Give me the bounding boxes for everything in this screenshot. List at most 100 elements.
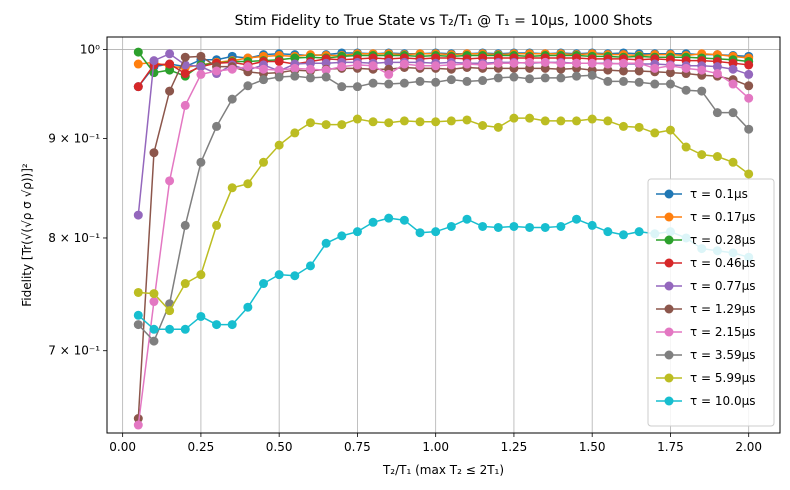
data-point (712, 152, 722, 162)
data-point (227, 320, 237, 330)
data-point (509, 72, 519, 82)
data-point (133, 210, 143, 220)
data-point (587, 58, 597, 68)
data-point (243, 302, 253, 312)
data-point (227, 183, 237, 193)
data-point (540, 116, 550, 126)
data-point (243, 81, 253, 91)
data-point (399, 78, 409, 88)
data-point (227, 94, 237, 104)
data-point (196, 62, 206, 72)
data-point (274, 140, 284, 150)
data-point (180, 220, 190, 230)
data-point (728, 108, 738, 118)
x-tick-label: 1.50 (579, 440, 606, 454)
data-point (305, 261, 315, 271)
data-point (540, 222, 550, 232)
x-tick-label: 1.25 (501, 440, 528, 454)
legend-swatch-marker (664, 327, 674, 337)
series-line (137, 51, 749, 78)
data-point (337, 120, 347, 130)
data-point (681, 85, 691, 95)
data-point (196, 311, 206, 321)
series-line (137, 217, 749, 331)
data-point (305, 64, 315, 74)
legend-item: τ = 0.1μs (656, 187, 748, 201)
data-point (384, 118, 394, 128)
data-point (618, 58, 628, 68)
data-point (446, 60, 456, 70)
legend-label: τ = 2.15μs (690, 325, 756, 339)
data-point (478, 121, 488, 130)
legend-swatch-marker (664, 258, 674, 268)
data-point (728, 79, 738, 89)
x-tick-label: 0.50 (266, 440, 293, 454)
data-point (728, 64, 738, 74)
data-point (399, 59, 409, 69)
data-point (697, 65, 707, 75)
data-point (321, 72, 331, 82)
data-point (259, 279, 269, 289)
data-point (540, 73, 550, 83)
legend-swatch-marker (664, 281, 674, 291)
data-point (556, 221, 566, 231)
data-point (212, 220, 222, 230)
data-point (634, 77, 644, 87)
series-line (137, 55, 749, 419)
data-point (212, 66, 222, 76)
legend-item: τ = 2.15μs (656, 325, 756, 339)
data-point (697, 150, 707, 160)
data-point (368, 78, 378, 88)
legend-label: τ = 5.99μs (690, 371, 756, 385)
data-point (744, 124, 754, 134)
legend-item: τ = 0.46μs (656, 256, 756, 270)
data-point (274, 65, 284, 75)
data-point (556, 73, 566, 83)
data-point (618, 121, 628, 131)
legend-item: τ = 10.0μs (656, 394, 756, 408)
data-point (446, 75, 456, 85)
data-point (352, 227, 362, 237)
data-point (478, 76, 488, 86)
data-point (744, 81, 754, 91)
data-point (556, 58, 566, 68)
y-tick-label: 10⁰ (80, 43, 100, 57)
data-point (165, 176, 175, 186)
legend-label: τ = 10.0μs (690, 394, 756, 408)
data-point (352, 82, 362, 92)
data-point (712, 108, 722, 118)
data-point (384, 57, 394, 67)
data-point (744, 93, 754, 103)
data-point (525, 222, 535, 232)
data-point (290, 128, 300, 138)
data-point (352, 114, 362, 124)
data-point (274, 56, 284, 66)
data-point (415, 76, 425, 86)
data-point (165, 59, 175, 69)
legend-item: τ = 5.99μs (656, 371, 756, 385)
data-point (618, 66, 628, 76)
data-point (384, 79, 394, 89)
data-point (290, 271, 300, 281)
data-point (133, 420, 143, 430)
x-tick-label: 1.00 (422, 440, 449, 454)
legend-label: τ = 1.29μs (690, 302, 756, 316)
data-point (180, 100, 190, 110)
data-point (618, 230, 628, 240)
data-point (212, 320, 222, 330)
data-point (368, 61, 378, 71)
data-point (618, 76, 628, 86)
series-lines (133, 47, 754, 430)
series-6 (133, 57, 754, 430)
y-tick-label: 9 × 10⁻¹ (48, 132, 100, 146)
data-point (462, 115, 472, 125)
data-point (149, 68, 159, 78)
data-point (180, 279, 190, 289)
x-tick-label: 2.00 (735, 440, 762, 454)
data-point (634, 122, 644, 132)
data-point (227, 64, 237, 74)
data-point (431, 77, 441, 87)
x-axis-label: T₂/T₁ (max T₂ ≤ 2T₁) (382, 463, 504, 477)
data-point (305, 118, 315, 128)
data-point (665, 68, 675, 78)
